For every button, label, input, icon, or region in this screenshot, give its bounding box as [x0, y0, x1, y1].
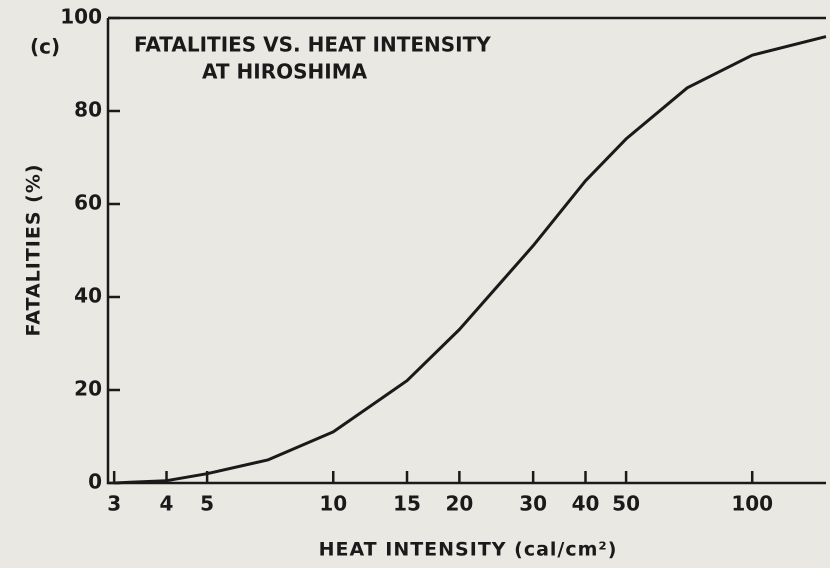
panel-label: (c) [30, 35, 60, 59]
y-axis-label: FATALITIES (%) [23, 163, 45, 336]
y-tick-label: 0 [88, 470, 102, 494]
y-tick-label: 40 [74, 284, 102, 308]
chart-title: AT HIROSHIMA [202, 60, 368, 84]
x-tick-label: 30 [519, 492, 547, 516]
y-tick-label: 60 [74, 191, 102, 215]
x-tick-label: 50 [612, 492, 640, 516]
x-axis-label: HEAT INTENSITY (cal/cm²) [319, 539, 618, 561]
y-tick-label: 80 [74, 98, 102, 122]
x-tick-label: 4 [160, 492, 174, 516]
axis-frame [106, 16, 826, 485]
y-tick-label: 20 [74, 377, 102, 401]
x-tick-label: 40 [572, 492, 600, 516]
x-tick-label: 100 [731, 492, 773, 516]
x-tick-label: 10 [319, 492, 347, 516]
x-tick-label: 3 [107, 492, 121, 516]
x-tick-label: 15 [393, 492, 421, 516]
y-tick-label: 100 [60, 5, 102, 29]
x-tick-label: 5 [200, 492, 214, 516]
data-line [114, 35, 827, 485]
chart-title: FATALITIES VS. HEAT INTENSITY [134, 33, 491, 57]
x-tick-label: 20 [445, 492, 473, 516]
